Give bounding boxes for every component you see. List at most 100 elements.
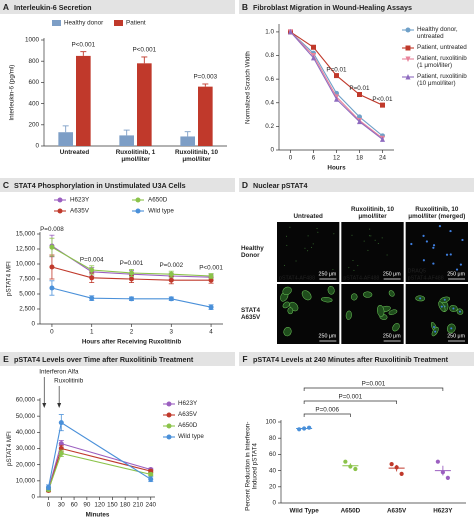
cell	[388, 290, 395, 297]
speck	[316, 228, 318, 230]
nucleus	[445, 253, 449, 256]
nucleus	[449, 229, 452, 233]
arrow-head	[57, 403, 62, 408]
nucleus	[455, 268, 459, 271]
legend-label: Patient, ruxolitinib (10 μmol/liter)	[417, 73, 467, 88]
x-tick-label: 1	[90, 329, 94, 336]
y-axis-label: Normalized Scratch Width	[244, 51, 252, 125]
speck	[374, 239, 376, 241]
data-point	[445, 475, 450, 480]
scale-bar-label: 250 μm	[383, 271, 401, 277]
y-tick-label: 7,500	[19, 276, 35, 283]
chart: 0 10,000 20,000 30,000 40,000 50,000 60,000 0 30…	[16, 369, 175, 519]
panel-title: Nuclear pSTAT4	[253, 180, 308, 190]
y-tick-label: 80	[269, 435, 277, 442]
speck	[311, 246, 313, 248]
marker	[311, 54, 316, 61]
y-tick-label: 50,000	[16, 413, 36, 420]
speck	[317, 231, 319, 233]
cell	[350, 293, 358, 301]
marker	[405, 45, 411, 51]
data-point	[399, 471, 404, 476]
chart: 0 0.2 0.4 0.6 0.8 1.0 0 6 12 18 24 Hours P=0.01 P=0.0…	[265, 24, 414, 172]
speck	[368, 235, 370, 237]
y-tick-label: 800	[28, 58, 39, 65]
x-tick-label: 18	[356, 155, 364, 162]
stain-label: pSTAT4-AF488	[408, 275, 444, 281]
marker	[166, 434, 172, 440]
marker	[405, 56, 411, 62]
legend-swatch	[114, 20, 123, 26]
legend-label: Healthy donor	[64, 20, 103, 27]
marker	[168, 277, 174, 283]
x-tick-label: A650D	[341, 508, 361, 515]
column-header: Ruxolitinib, 10 μmol/liter	[350, 205, 395, 220]
p-value: P<0.001	[132, 47, 156, 54]
marker	[49, 264, 55, 270]
annotation: Ruxolitinib	[54, 378, 84, 385]
x-tick-label: 12	[333, 155, 341, 162]
speck	[332, 269, 334, 271]
column-header: Untreated	[293, 212, 323, 220]
panel-body: 0 10,000 20,000 30,000 40,000 50,000 60,000 0 30…	[0, 366, 235, 523]
y-tick-label: 2,500	[19, 306, 35, 313]
x-tick-label: 0	[289, 155, 293, 162]
marker	[148, 471, 154, 477]
x-tick-label: Ruxolitinib, 10 μmol/liter	[174, 149, 219, 164]
nucleus	[449, 253, 452, 256]
data-point	[353, 466, 358, 472]
p-value: P=0.008	[40, 226, 64, 233]
micrograph	[341, 222, 404, 282]
cell	[321, 296, 333, 303]
nucleus	[459, 263, 462, 266]
annotation: Interferon Alfa	[39, 369, 79, 376]
x-tick-label: 6	[312, 155, 316, 162]
p-value: P=0.01	[326, 66, 347, 73]
p-value: P<0.001	[199, 264, 223, 271]
speck	[348, 267, 350, 269]
p-value: P=0.002	[159, 262, 183, 269]
x-tick-label: 24	[379, 155, 387, 162]
legend-label: Patient, untreated	[417, 44, 467, 51]
y-tick-label: 200	[28, 121, 39, 128]
y-tick-label: 600	[28, 79, 39, 86]
y-axis-label: pSTAT4 MFI	[5, 430, 13, 466]
cell	[282, 286, 292, 296]
significance-bracket	[303, 413, 351, 417]
y-tick-label: 400	[28, 100, 39, 107]
y-tick-label: 0	[270, 147, 274, 154]
panel-body: 0 200 400 600 800 1000 Healthy donor Patient P<0…	[0, 14, 235, 176]
panel: A Interleukin-6 Secretion 0 200 400 600 800 100…	[0, 0, 235, 176]
column-header: Ruxolitinib, 10 μmol/liter (merged)	[408, 205, 466, 220]
marker	[208, 277, 214, 283]
speck	[307, 235, 309, 237]
row-label: Healthy Donor	[241, 245, 264, 260]
x-tick-label: 60	[71, 502, 79, 509]
y-tick-label: 5,000	[19, 291, 35, 298]
bar	[58, 132, 73, 146]
nucleus	[425, 240, 428, 243]
y-axis-label: Interleukin-6 (pg/ml)	[8, 64, 16, 121]
panel-header: B Fibroblast Migration in Wound-Healing A…	[239, 0, 474, 14]
y-tick-label: 40,000	[16, 429, 36, 436]
scale-bar-label: 250 μm	[319, 333, 337, 339]
significance-bracket	[303, 387, 444, 391]
marker	[334, 96, 339, 102]
marker	[288, 28, 293, 35]
scale-bar-label: 250 μm	[447, 271, 465, 277]
speck	[353, 269, 355, 271]
marker	[380, 136, 385, 142]
cell	[283, 327, 292, 337]
marker	[405, 74, 411, 80]
marker	[208, 273, 214, 279]
micrograph	[405, 222, 468, 282]
y-tick-label: 20	[269, 483, 277, 490]
panel-letter: D	[241, 180, 249, 190]
y-tick-label: 30,000	[16, 445, 36, 452]
speck	[369, 228, 371, 230]
marker	[135, 208, 141, 214]
y-tick-label: 12,500	[16, 246, 36, 253]
